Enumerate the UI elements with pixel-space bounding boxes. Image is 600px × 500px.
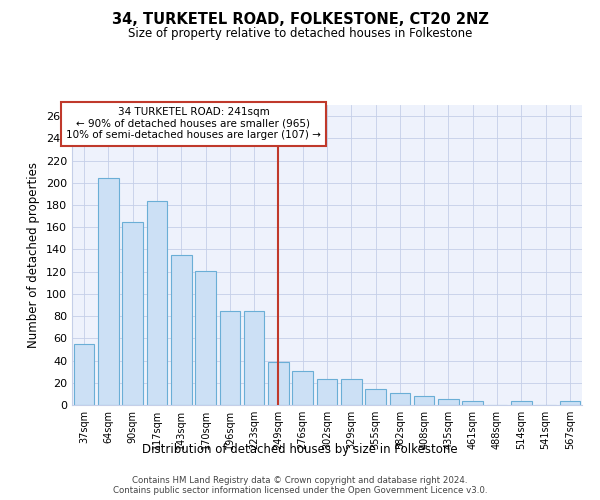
- Text: 34, TURKETEL ROAD, FOLKESTONE, CT20 2NZ: 34, TURKETEL ROAD, FOLKESTONE, CT20 2NZ: [112, 12, 488, 28]
- Bar: [74, 344, 94, 405]
- Bar: [438, 400, 459, 405]
- Bar: [98, 178, 119, 405]
- Bar: [414, 396, 434, 405]
- Bar: [122, 222, 143, 405]
- Text: Size of property relative to detached houses in Folkestone: Size of property relative to detached ho…: [128, 28, 472, 40]
- Bar: [511, 400, 532, 405]
- Bar: [195, 270, 216, 405]
- Text: 34 TURKETEL ROAD: 241sqm
← 90% of detached houses are smaller (965)
10% of semi-: 34 TURKETEL ROAD: 241sqm ← 90% of detach…: [66, 107, 321, 140]
- Y-axis label: Number of detached properties: Number of detached properties: [28, 162, 40, 348]
- Bar: [268, 362, 289, 405]
- Bar: [341, 380, 362, 405]
- Bar: [463, 400, 483, 405]
- Bar: [220, 310, 240, 405]
- Text: Distribution of detached houses by size in Folkestone: Distribution of detached houses by size …: [142, 442, 458, 456]
- Bar: [560, 400, 580, 405]
- Bar: [365, 390, 386, 405]
- Bar: [171, 255, 191, 405]
- Bar: [389, 393, 410, 405]
- Bar: [292, 370, 313, 405]
- Bar: [317, 380, 337, 405]
- Bar: [146, 200, 167, 405]
- Bar: [244, 310, 265, 405]
- Text: Contains HM Land Registry data © Crown copyright and database right 2024.
Contai: Contains HM Land Registry data © Crown c…: [113, 476, 487, 495]
